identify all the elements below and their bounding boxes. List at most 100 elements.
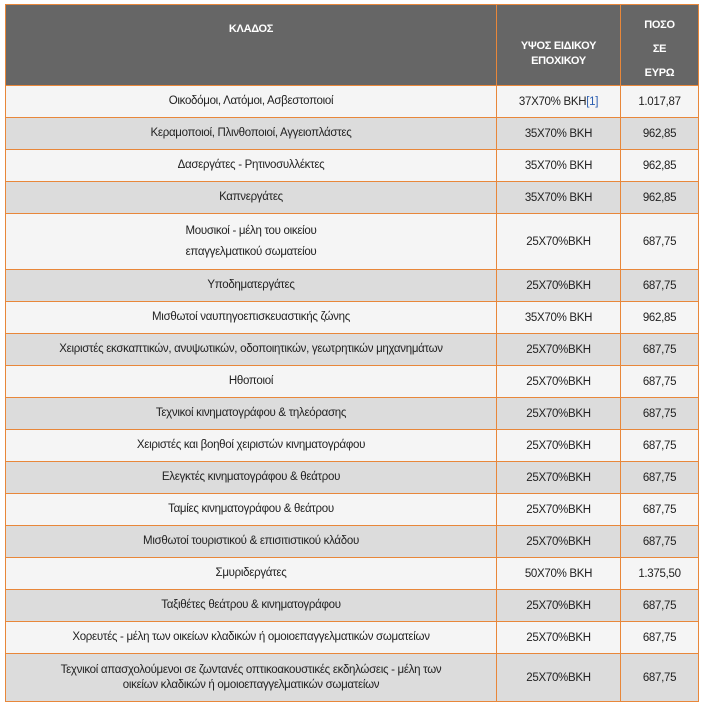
klados-text: Μουσικοί - μέλη του οικείου	[185, 224, 317, 237]
ypsos-text: 25Χ70%ΒΚΗ	[526, 407, 591, 420]
ypsos-text: 35Χ70% ΒΚΗ	[524, 127, 593, 140]
cell-ypsos: 25Χ70%ΒΚΗ	[496, 589, 621, 622]
ypsos-text: 25Χ70%ΒΚΗ	[526, 535, 591, 548]
cell-ypsos: 25Χ70%ΒΚΗ	[496, 461, 621, 494]
allowance-table: ΚΛΑΔΟΣ ΥΨΟΣ ΕΙΔΙΚΟΥ ΕΠΟΧΙΚΟΥ ΠΟΣΟ ΣΕ ΕΥΡΩ Ο…	[5, 4, 699, 702]
table-row: Οικοδόμοι, Λατόμοι, Ασβεστοποιοί 37Χ70% Β…	[5, 85, 699, 118]
ypsos-text: 35Χ70% ΒΚΗ	[524, 311, 593, 324]
klados-text-line2: επαγγελματικού σωματείου	[185, 245, 317, 258]
klados-text: Ταμίες κινηματογράφου & θεάτρου	[168, 503, 334, 515]
klados-text: Καπνεργάτες	[219, 191, 283, 203]
cell-klados: Σμυριδεργάτες	[5, 557, 497, 590]
cell-ypsos: 25Χ70%ΒΚΗ	[496, 397, 621, 430]
cell-ypsos: 25Χ70%ΒΚΗ	[496, 621, 621, 654]
cell-ypsos: 35Χ70% ΒΚΗ	[496, 301, 621, 334]
cell-poso: 1.017,87	[620, 85, 699, 118]
ypsos-text: 25Χ70%ΒΚΗ	[526, 343, 591, 356]
klados-text: Κεραμοποιοί, Πλινθοποιοί, Αγγειοπλάστες	[150, 127, 352, 139]
ypsos-text: 35Χ70% ΒΚΗ	[524, 159, 593, 172]
header-poso-line1: ΠΟΣΟ	[644, 19, 675, 31]
table-row: Ταξιθέτες θεάτρου & κινηματογράφου 25Χ70%…	[5, 589, 699, 622]
cell-poso: 687,75	[620, 269, 699, 302]
klados-text: Σμυριδεργάτες	[215, 567, 287, 579]
table-row: Χορευτές - μέλη των οικείων κλαδικών ή ο…	[5, 621, 699, 654]
ypsos-text: 25Χ70%ΒΚΗ	[526, 375, 591, 388]
cell-ypsos: 25Χ70%ΒΚΗ	[496, 653, 621, 702]
footnote-link[interactable]: [1]	[586, 95, 599, 108]
cell-poso: 962,85	[620, 181, 699, 214]
header-poso-line2: ΣΕ	[652, 43, 667, 55]
ypsos-text: 37Χ70% ΒΚΗ	[518, 95, 587, 108]
cell-ypsos: 25Χ70%ΒΚΗ	[496, 365, 621, 398]
cell-ypsos: 25Χ70%ΒΚΗ	[496, 269, 621, 302]
table-row: Τεχνικοί κινηματογράφου & τηλεόρασης 25Χ7…	[5, 397, 699, 430]
table-row: Ηθοποιοί 25Χ70%ΒΚΗ 687,75	[5, 365, 699, 398]
header-poso: ΠΟΣΟ ΣΕ ΕΥΡΩ	[620, 4, 699, 86]
klados-text: Τεχνικοί κινηματογράφου & τηλεόρασης	[155, 407, 347, 419]
table-row: Μισθωτοί ναυπηγοεπισκευαστικής ζώνης 35Χ7…	[5, 301, 699, 334]
table-header: ΚΛΑΔΟΣ ΥΨΟΣ ΕΙΔΙΚΟΥ ΕΠΟΧΙΚΟΥ ΠΟΣΟ ΣΕ ΕΥΡΩ	[5, 4, 699, 86]
ypsos-text: 25Χ70%ΒΚΗ	[526, 279, 591, 292]
cell-poso: 687,75	[620, 525, 699, 558]
table-row: Μουσικοί - μέλη του οικείου επαγγελματικο…	[5, 213, 699, 270]
ypsos-text: 25Χ70%ΒΚΗ	[526, 235, 591, 248]
cell-ypsos: 50Χ70% ΒΚΗ	[496, 557, 621, 590]
cell-ypsos: 37Χ70% ΒΚΗ[1]	[496, 85, 621, 118]
cell-klados: Τεχνικοί κινηματογράφου & τηλεόρασης	[5, 397, 497, 430]
table-row: Μισθωτοί τουριστικού & επισιτιστικού κλά…	[5, 525, 699, 558]
cell-ypsos: 35Χ70% ΒΚΗ	[496, 117, 621, 150]
cell-poso: 1.375,50	[620, 557, 699, 590]
klados-text-line2: οικείων κλαδικών ή ομοιοεπαγγελματικών σ…	[122, 678, 380, 691]
header-ypsos: ΥΨΟΣ ΕΙΔΙΚΟΥ ΕΠΟΧΙΚΟΥ	[496, 4, 621, 86]
ypsos-text: 25Χ70%ΒΚΗ	[526, 599, 591, 612]
cell-poso: 687,75	[620, 589, 699, 622]
cell-klados: Ταξιθέτες θεάτρου & κινηματογράφου	[5, 589, 497, 622]
cell-klados: Μισθωτοί ναυπηγοεπισκευαστικής ζώνης	[5, 301, 497, 334]
table-row: Δασεργάτες - Ρητινοσυλλέκτες 35Χ70% ΒΚΗ 96…	[5, 149, 699, 182]
table-row: Κεραμοποιοί, Πλινθοποιοί, Αγγειοπλάστες 3…	[5, 117, 699, 150]
cell-klados: Ηθοποιοί	[5, 365, 497, 398]
cell-ypsos: 25Χ70%ΒΚΗ	[496, 493, 621, 526]
table-row: Ταμίες κινηματογράφου & θεάτρου 25Χ70%ΒΚΗ…	[5, 493, 699, 526]
klados-text: Ταξιθέτες θεάτρου & κινηματογράφου	[161, 599, 341, 611]
cell-poso: 687,75	[620, 213, 699, 270]
cell-klados: Χειριστές εκσκαπτικών, ανυψωτικών, οδοπο…	[5, 333, 497, 366]
ypsos-text: 25Χ70%ΒΚΗ	[526, 671, 591, 684]
header-ypsos-line2: ΕΠΟΧΙΚΟΥ	[531, 55, 586, 67]
cell-ypsos: 25Χ70%ΒΚΗ	[496, 333, 621, 366]
cell-poso: 687,75	[620, 333, 699, 366]
table-row: Σμυριδεργάτες 50Χ70% ΒΚΗ 1.375,50	[5, 557, 699, 590]
klados-text: Δασεργάτες - Ρητινοσυλλέκτες	[177, 159, 325, 171]
table-row: Ελεγκτές κινηματογράφου & θεάτρου 25Χ70%Β…	[5, 461, 699, 494]
cell-poso: 687,75	[620, 621, 699, 654]
cell-klados: Ταμίες κινηματογράφου & θεάτρου	[5, 493, 497, 526]
klados-text: Χειριστές και βοηθοί χειριστών κινηματογ…	[136, 439, 366, 451]
klados-text: Χορευτές - μέλη των οικείων κλαδικών ή ο…	[72, 631, 430, 643]
cell-ypsos: 35Χ70% ΒΚΗ	[496, 149, 621, 182]
cell-klados: Μουσικοί - μέλη του οικείου επαγγελματικο…	[5, 213, 497, 270]
cell-klados: Δασεργάτες - Ρητινοσυλλέκτες	[5, 149, 497, 182]
klados-text: Μισθωτοί τουριστικού & επισιτιστικού κλά…	[143, 535, 359, 547]
cell-poso: 687,75	[620, 397, 699, 430]
ypsos-text: 25Χ70%ΒΚΗ	[526, 631, 591, 644]
cell-klados: Τεχνικοί απασχολούμενοι σε ζωντανές οπτι…	[5, 653, 497, 702]
cell-poso: 687,75	[620, 461, 699, 494]
cell-klados: Χειριστές και βοηθοί χειριστών κινηματογ…	[5, 429, 497, 462]
table-row: Υποδηματεργάτες 25Χ70%ΒΚΗ 687,75	[5, 269, 699, 302]
cell-ypsos: 25Χ70%ΒΚΗ	[496, 525, 621, 558]
table-row: Χειριστές και βοηθοί χειριστών κινηματογ…	[5, 429, 699, 462]
klados-text: Οικοδόμοι, Λατόμοι, Ασβεστοποιοί	[168, 95, 334, 107]
klados-text: Χειριστές εκσκαπτικών, ανυψωτικών, οδοπο…	[59, 343, 443, 355]
klados-text: Ελεγκτές κινηματογράφου & θεάτρου	[161, 471, 341, 483]
cell-poso: 687,75	[620, 493, 699, 526]
cell-ypsos: 25Χ70%ΒΚΗ	[496, 429, 621, 462]
cell-poso: 687,75	[620, 653, 699, 702]
cell-klados: Καπνεργάτες	[5, 181, 497, 214]
ypsos-text: 25Χ70%ΒΚΗ	[526, 471, 591, 484]
klados-text: Μισθωτοί ναυπηγοεπισκευαστικής ζώνης	[152, 311, 350, 323]
table-row: Καπνεργάτες 35Χ70% ΒΚΗ 962,85	[5, 181, 699, 214]
cell-poso: 687,75	[620, 429, 699, 462]
cell-klados: Χορευτές - μέλη των οικείων κλαδικών ή ο…	[5, 621, 497, 654]
cell-ypsos: 25Χ70%ΒΚΗ	[496, 213, 621, 270]
ypsos-text: 25Χ70%ΒΚΗ	[526, 503, 591, 516]
